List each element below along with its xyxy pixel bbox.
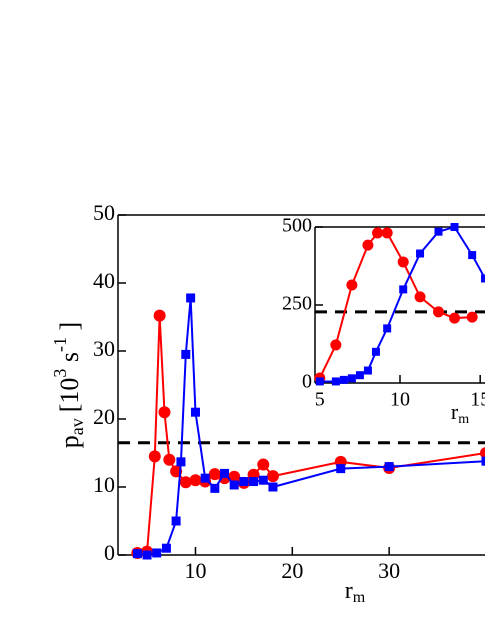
- plot-area: [314, 223, 485, 386]
- y-label-open: [10: [55, 378, 84, 413]
- y-axis-label: pav [103 s-1 ]: [50, 322, 87, 448]
- y-tick-label: 40: [93, 268, 115, 293]
- y-tick-label: 10: [93, 472, 115, 497]
- point: [414, 291, 426, 303]
- inset-background: [315, 227, 485, 383]
- point: [399, 285, 408, 294]
- x-label-sub: m: [353, 589, 366, 606]
- x-axis-label: rm: [345, 578, 366, 606]
- point: [480, 447, 485, 459]
- y-label-main: p: [55, 435, 84, 448]
- point: [152, 548, 162, 558]
- point: [331, 377, 340, 386]
- point: [330, 339, 342, 351]
- point: [210, 483, 220, 493]
- point: [148, 450, 161, 463]
- point: [163, 453, 176, 466]
- x-label-sub: m: [458, 412, 469, 427]
- point: [481, 274, 485, 283]
- point: [268, 482, 278, 492]
- point: [189, 474, 202, 487]
- point: [336, 464, 346, 474]
- point: [468, 251, 477, 260]
- y-tick-label: 50: [93, 200, 115, 225]
- point: [220, 468, 230, 478]
- point: [249, 477, 259, 487]
- y-tick-label: 30: [93, 336, 115, 361]
- point: [434, 227, 443, 236]
- point: [383, 324, 392, 333]
- point: [239, 477, 249, 487]
- point: [397, 256, 409, 268]
- point: [384, 462, 394, 472]
- x-tick-label: 30: [378, 558, 400, 583]
- y-label-sup2: -1: [50, 337, 70, 352]
- x-label-main: r: [345, 578, 353, 604]
- y-label-sup: 3: [50, 369, 70, 378]
- y-tick-label: 0: [104, 540, 115, 565]
- point: [186, 293, 196, 303]
- point: [181, 349, 191, 359]
- x-axis-label: rm: [451, 399, 469, 427]
- point: [362, 239, 374, 251]
- y-label-sub: av: [67, 418, 87, 435]
- point: [176, 457, 186, 467]
- y-tick-label: 20: [93, 404, 115, 429]
- point: [132, 549, 142, 559]
- x-tick-label: 10: [184, 558, 206, 583]
- y-label-close: ]: [55, 322, 84, 337]
- point: [339, 375, 348, 384]
- plot-area: [131, 293, 485, 560]
- point: [200, 473, 210, 483]
- point: [258, 475, 268, 485]
- point: [153, 309, 166, 322]
- point: [257, 458, 270, 471]
- point: [347, 374, 356, 383]
- y-label-unit: s: [55, 352, 84, 369]
- point: [190, 407, 200, 417]
- point: [171, 516, 181, 526]
- x-tick-label: 20: [281, 558, 303, 583]
- point: [315, 377, 324, 386]
- point: [158, 406, 171, 419]
- point: [179, 476, 192, 489]
- point: [229, 480, 239, 490]
- x-label-main: r: [451, 399, 459, 424]
- point: [449, 312, 461, 324]
- point: [266, 470, 279, 483]
- point: [466, 311, 478, 323]
- y-tick-label: 0: [302, 371, 312, 393]
- y-tick-label: 250: [282, 293, 312, 315]
- point: [355, 371, 364, 380]
- point: [228, 470, 241, 483]
- point: [371, 347, 380, 356]
- point: [142, 550, 152, 560]
- point: [416, 249, 425, 258]
- point: [208, 468, 221, 481]
- point: [363, 366, 372, 375]
- point: [432, 306, 444, 318]
- x-tick-label: 15: [470, 389, 485, 411]
- point: [372, 227, 384, 239]
- point: [381, 227, 393, 239]
- point: [346, 279, 358, 291]
- point: [481, 456, 485, 466]
- point: [450, 223, 459, 231]
- x-tick-label: 10: [390, 389, 410, 411]
- y-tick-label: 500: [282, 215, 312, 237]
- point: [161, 543, 171, 553]
- x-tick-label: 5: [315, 389, 325, 411]
